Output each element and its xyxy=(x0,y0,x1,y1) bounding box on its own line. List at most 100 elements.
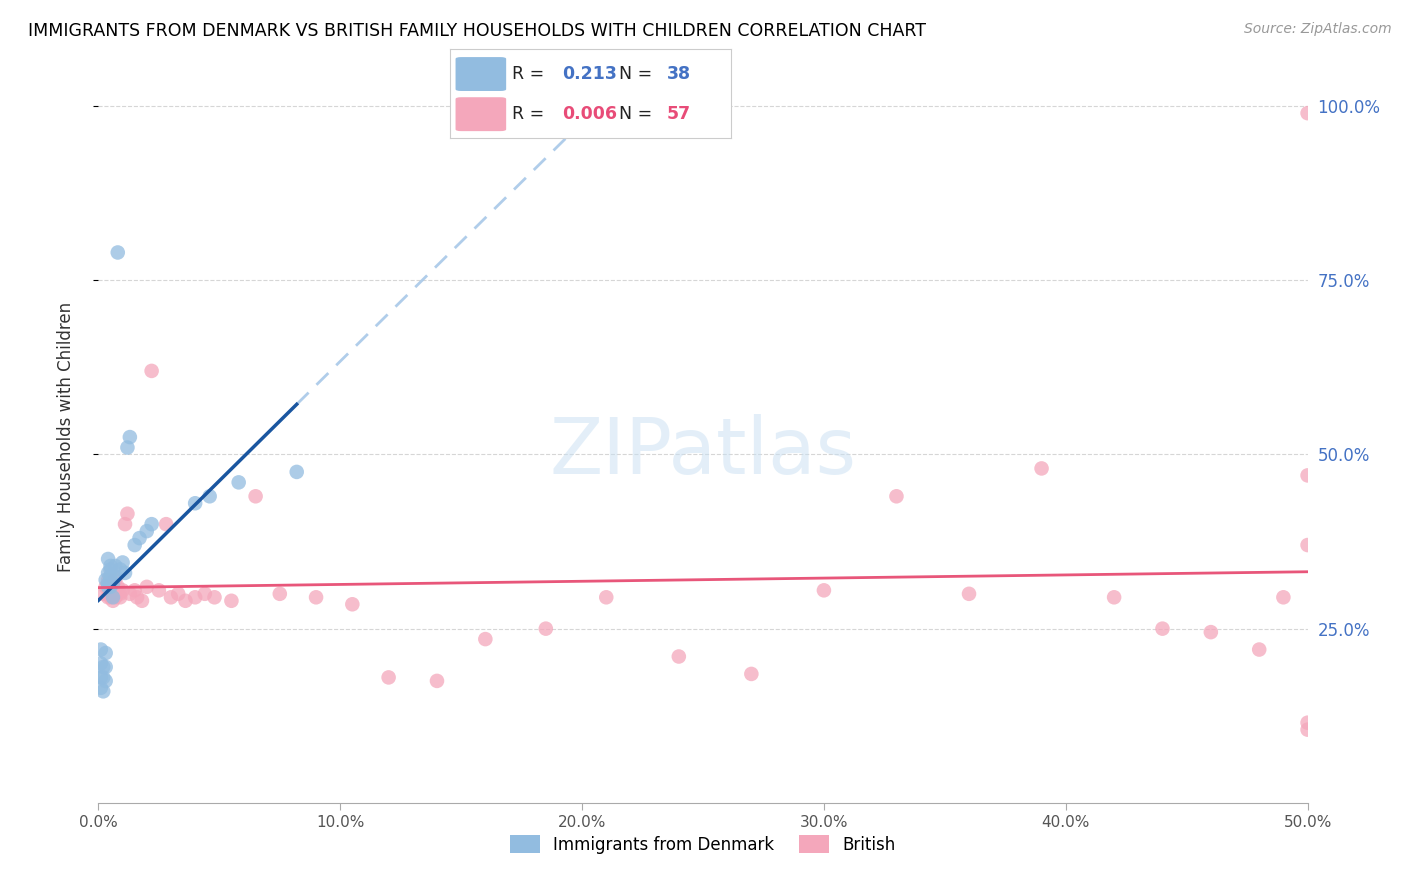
Legend: Immigrants from Denmark, British: Immigrants from Denmark, British xyxy=(503,829,903,860)
Point xyxy=(1152,622,1174,636)
Point xyxy=(668,649,690,664)
Text: 57: 57 xyxy=(666,105,690,123)
Point xyxy=(114,566,136,580)
Point xyxy=(269,587,291,601)
Point xyxy=(124,538,146,552)
Text: 38: 38 xyxy=(666,65,690,83)
Point xyxy=(101,594,124,608)
Text: IMMIGRANTS FROM DENMARK VS BRITISH FAMILY HOUSEHOLDS WITH CHILDREN CORRELATION C: IMMIGRANTS FROM DENMARK VS BRITISH FAMIL… xyxy=(28,22,927,40)
Point xyxy=(128,531,150,545)
Point xyxy=(124,583,146,598)
Point xyxy=(148,583,170,598)
Point xyxy=(305,591,328,605)
Text: 0.006: 0.006 xyxy=(562,105,617,123)
Point xyxy=(474,632,496,646)
Point xyxy=(184,591,207,605)
Y-axis label: Family Households with Children: Family Households with Children xyxy=(56,302,75,572)
Point xyxy=(104,558,127,573)
Point xyxy=(174,594,197,608)
Point xyxy=(101,591,124,605)
Point xyxy=(90,642,112,657)
Point xyxy=(108,591,131,605)
Point xyxy=(426,673,449,688)
Point xyxy=(167,587,190,601)
Point xyxy=(1296,538,1319,552)
Point xyxy=(1031,461,1053,475)
Point xyxy=(1102,591,1125,605)
Point xyxy=(97,580,120,594)
Point xyxy=(91,670,114,684)
Point xyxy=(94,673,117,688)
Point xyxy=(100,580,122,594)
Point xyxy=(97,566,120,580)
Point xyxy=(1199,625,1222,640)
Point xyxy=(957,587,980,601)
Point xyxy=(91,587,114,601)
Point xyxy=(184,496,207,510)
Point xyxy=(91,660,114,674)
Point xyxy=(117,507,139,521)
Point xyxy=(94,646,117,660)
Point xyxy=(97,576,120,591)
Point xyxy=(198,489,221,503)
Point xyxy=(104,569,127,583)
Point xyxy=(342,597,364,611)
Point xyxy=(886,489,908,503)
Point xyxy=(104,573,127,587)
Point xyxy=(228,475,250,490)
Point xyxy=(91,684,114,698)
Point xyxy=(100,573,122,587)
Text: R =: R = xyxy=(512,105,550,123)
Point xyxy=(101,580,124,594)
Point xyxy=(221,594,243,608)
Point xyxy=(97,573,120,587)
Text: ZIPatlas: ZIPatlas xyxy=(550,414,856,490)
Point xyxy=(94,660,117,674)
Point xyxy=(101,576,124,591)
Point xyxy=(141,364,163,378)
Point xyxy=(377,670,399,684)
Point xyxy=(245,489,267,503)
Point xyxy=(740,667,762,681)
Point xyxy=(100,569,122,583)
Text: N =: N = xyxy=(619,65,658,83)
Point xyxy=(285,465,308,479)
Point xyxy=(100,558,122,573)
Point xyxy=(1296,468,1319,483)
Point xyxy=(114,517,136,532)
Point xyxy=(127,591,149,605)
Point xyxy=(108,562,131,576)
Point xyxy=(100,580,122,594)
FancyBboxPatch shape xyxy=(456,57,506,91)
Point xyxy=(1296,723,1319,737)
Point xyxy=(108,587,131,601)
Point xyxy=(100,591,122,605)
FancyBboxPatch shape xyxy=(456,97,506,131)
Point xyxy=(1296,106,1319,120)
Point xyxy=(111,583,134,598)
Point xyxy=(1249,642,1271,657)
Point xyxy=(111,556,134,570)
Point xyxy=(813,583,835,598)
Point xyxy=(135,524,157,538)
Point xyxy=(141,517,163,532)
Point xyxy=(595,591,617,605)
Point xyxy=(90,657,112,671)
Text: Source: ZipAtlas.com: Source: ZipAtlas.com xyxy=(1244,22,1392,37)
Point xyxy=(107,580,129,594)
Point xyxy=(107,587,129,601)
Point xyxy=(155,517,177,532)
Point xyxy=(97,591,120,605)
Point xyxy=(135,580,157,594)
Point xyxy=(117,441,139,455)
Point xyxy=(118,430,141,444)
Text: N =: N = xyxy=(619,105,658,123)
Point xyxy=(100,562,122,576)
Point xyxy=(104,591,127,605)
Text: R =: R = xyxy=(512,65,550,83)
Point xyxy=(160,591,183,605)
Text: 0.213: 0.213 xyxy=(562,65,617,83)
Point xyxy=(107,245,129,260)
Point xyxy=(131,594,153,608)
Point xyxy=(1296,715,1319,730)
